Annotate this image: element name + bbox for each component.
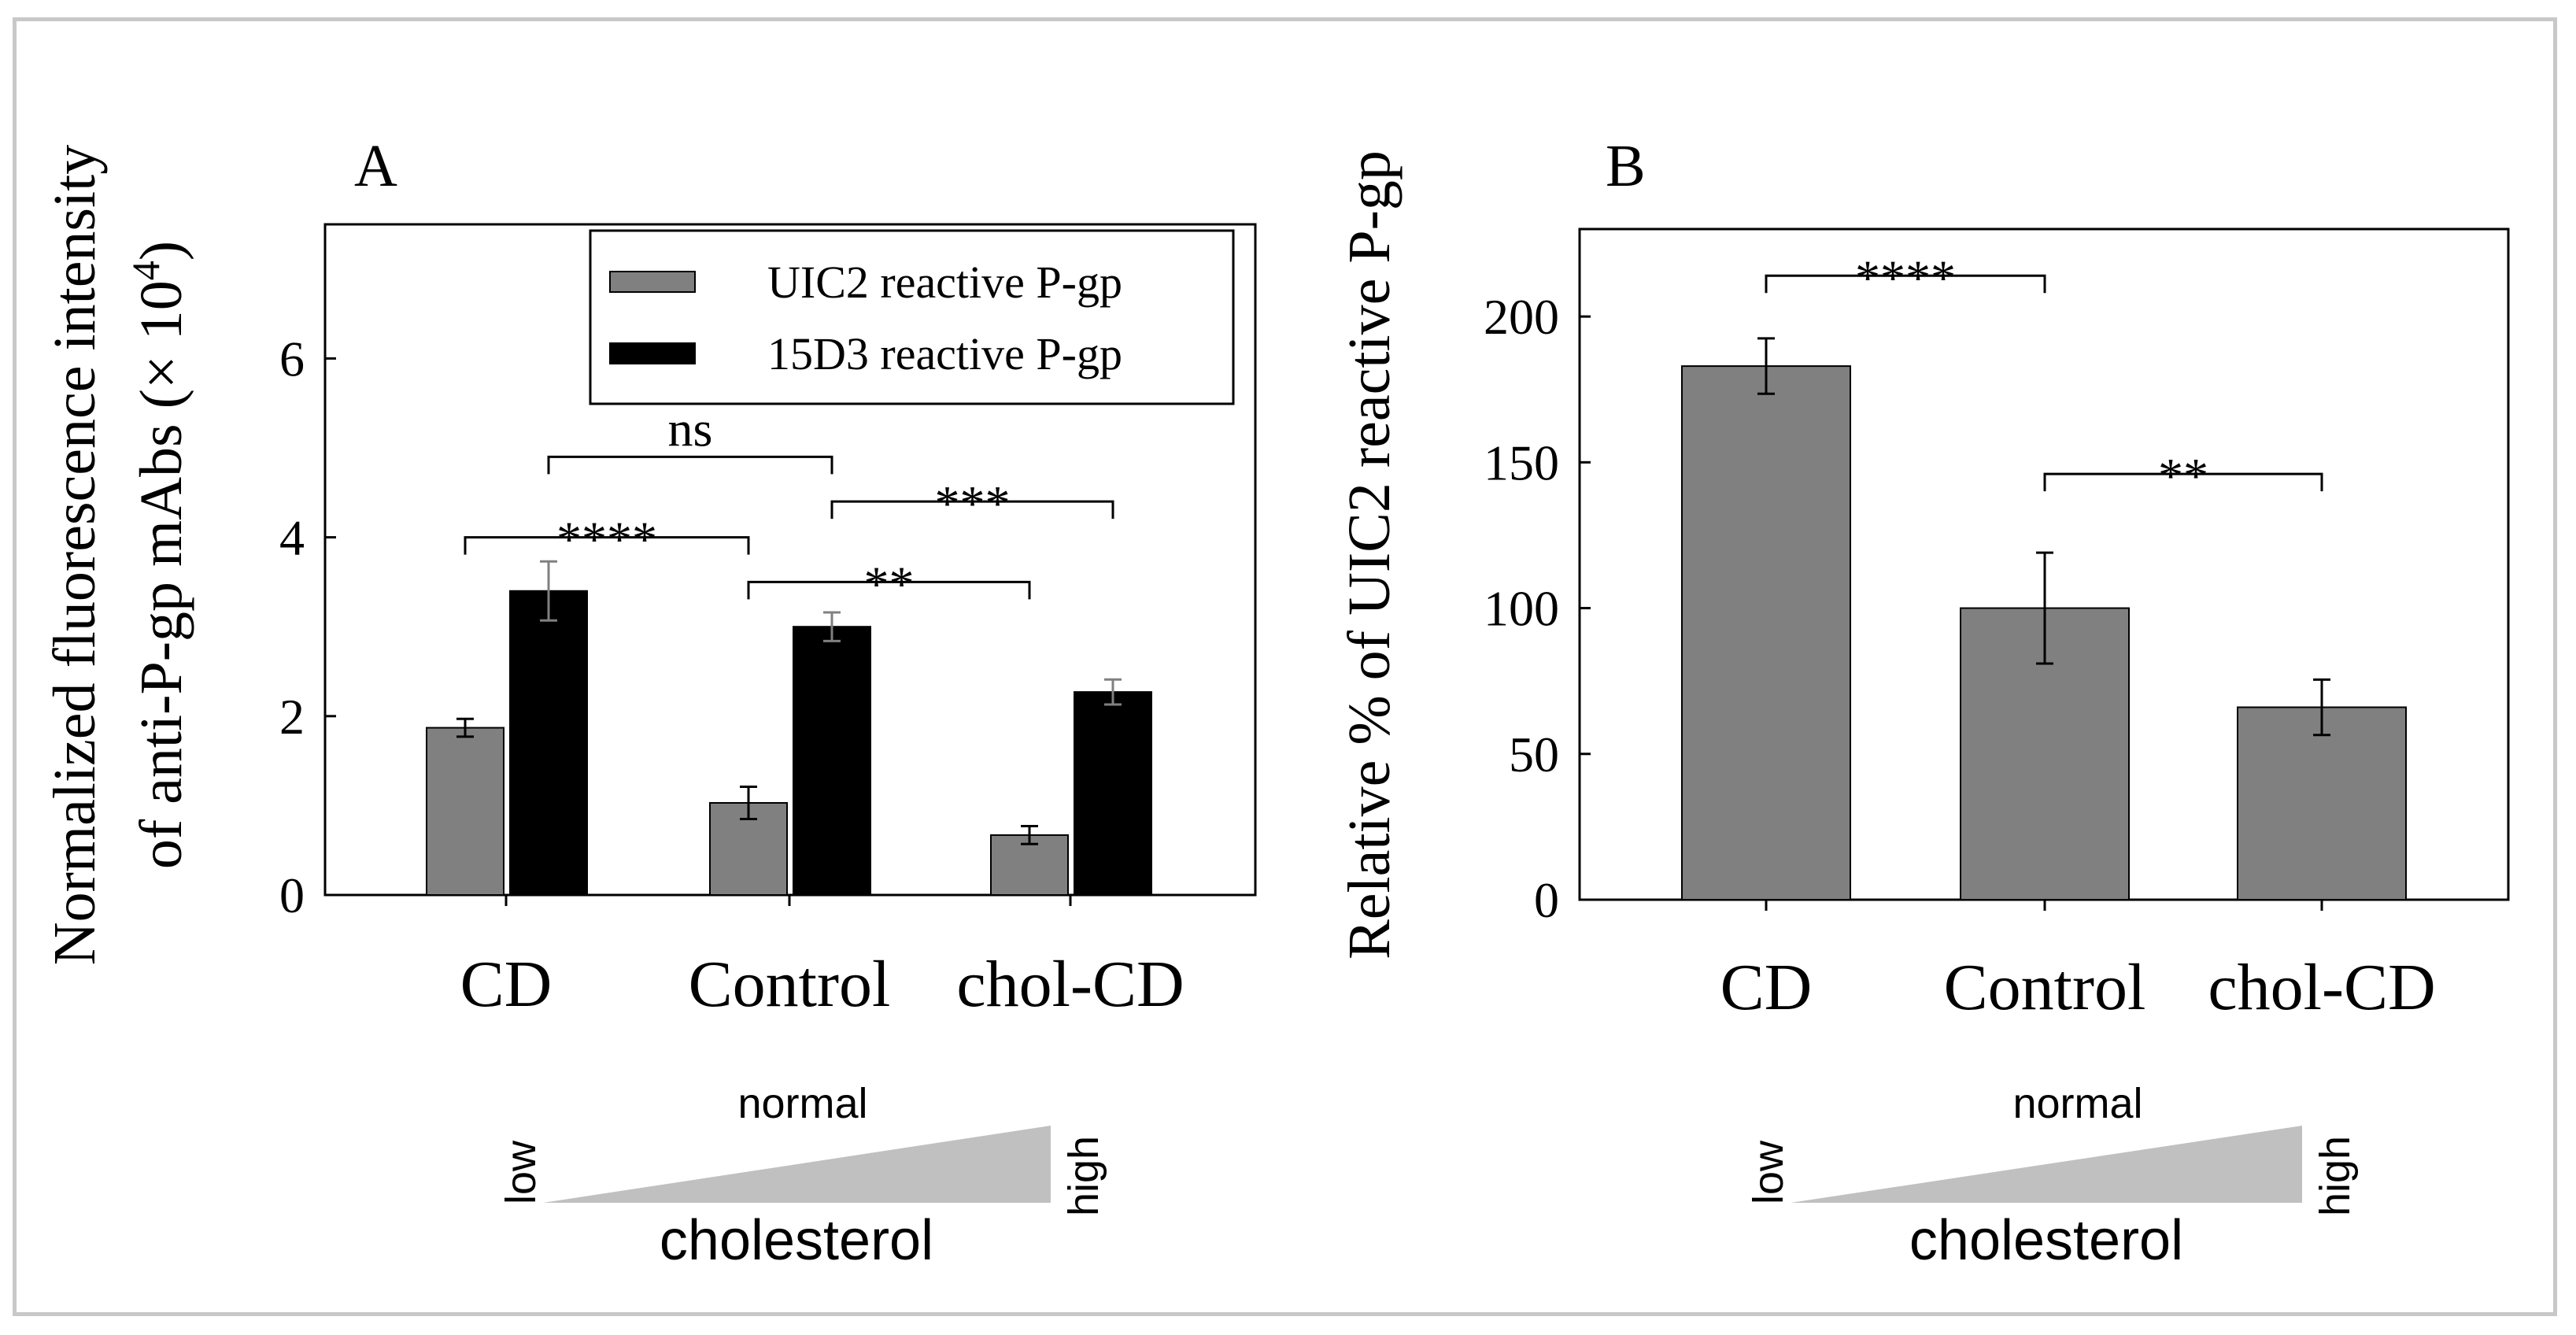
gradient-low-label: low xyxy=(497,1140,545,1204)
panel-b-marks xyxy=(1681,274,2407,911)
panel-a-ylabel-main: of anti-P-gp mAbs (× 10 xyxy=(128,280,194,869)
bar xyxy=(1681,365,1851,900)
panel-a-sig-cd-control: **** xyxy=(556,512,657,568)
panel-a-sig-control-cholcd-15d3: *** xyxy=(935,475,1011,531)
panel-a-cholesterol-gradient: normal low high cholesterol xyxy=(497,1080,1107,1272)
gradient-normal-label: normal xyxy=(737,1080,867,1127)
y-tick-label: 0 xyxy=(279,867,305,923)
gradient-wedge xyxy=(1791,1126,2302,1203)
y-tick-label: 4 xyxy=(279,510,305,566)
gradient-caption: cholesterol xyxy=(1909,1209,2183,1272)
significance-bracket xyxy=(747,580,1031,600)
panel-a-label: A xyxy=(354,133,397,199)
panel-a-ylabel-line1: Normalized fluorescence intensity xyxy=(42,145,108,965)
bar xyxy=(509,590,588,896)
panel-b-ylabel: Relative % of UIC2 reactive P-gp xyxy=(1336,150,1403,960)
gradient-normal-label: normal xyxy=(2012,1080,2142,1127)
bar xyxy=(2237,706,2407,901)
panel-b-category-control: Control xyxy=(1944,951,2146,1024)
panel-b-category-chol-cd: chol-CD xyxy=(2208,951,2435,1024)
panel-a-category-control: Control xyxy=(689,948,891,1021)
gradient-wedge xyxy=(543,1126,1051,1203)
gradient-high-label: high xyxy=(1060,1136,1107,1216)
gradient-caption: cholesterol xyxy=(660,1209,933,1272)
gradient-high-label: high xyxy=(2312,1136,2359,1216)
figure-frame xyxy=(13,17,2557,1316)
y-tick-label: 6 xyxy=(279,331,305,386)
legend-label-15d3: 15D3 reactive P-gp xyxy=(767,328,1122,379)
legend-label-uic2: UIC2 reactive P-gp xyxy=(767,257,1122,308)
legend-swatch-15d3 xyxy=(609,342,696,364)
y-tick-label: 2 xyxy=(279,689,305,745)
panel-b-cholesterol-gradient: normal low high cholesterol xyxy=(1745,1080,2359,1272)
panel-a-category-cd: CD xyxy=(460,948,553,1021)
bar xyxy=(793,626,871,896)
significance-bracket xyxy=(830,500,1114,520)
panel-b-category-cd: CD xyxy=(1720,951,1813,1024)
legend-box xyxy=(589,229,1235,405)
panel-a: A Normalized fluorescence intensity of a… xyxy=(42,133,1257,1272)
panel-a-legend: UIC2 reactive P-gp 15D3 reactive P-gp xyxy=(589,229,1235,405)
panel-a-marks xyxy=(426,455,1152,906)
y-tick-label: 150 xyxy=(1484,435,1559,490)
y-tick-label: 50 xyxy=(1509,727,1559,782)
bar xyxy=(426,727,504,896)
significance-bracket xyxy=(2043,472,2323,492)
significance-bracket xyxy=(464,536,750,555)
panel-a-sig-control-cholcd-uic2: ** xyxy=(864,556,915,612)
panel-a-y-axis: 0 2 4 6 xyxy=(279,331,336,923)
y-tick-label: 100 xyxy=(1484,581,1559,637)
panel-b-sig-cd-control: **** xyxy=(1855,250,1956,305)
panel-a-sig-ns: ns xyxy=(668,401,713,457)
y-tick-label: 0 xyxy=(1534,872,1559,928)
significance-bracket xyxy=(1765,274,2046,294)
panel-b-label: B xyxy=(1606,133,1646,199)
panel-a-category-chol-cd: chol-CD xyxy=(956,948,1184,1021)
panel-a-ylabel-end: ) xyxy=(128,241,194,261)
significance-bracket xyxy=(547,455,833,475)
panel-b-y-axis: 0 50 100 150 200 xyxy=(1484,289,1591,928)
legend-swatch-uic2 xyxy=(609,271,696,293)
y-tick-label: 200 xyxy=(1484,289,1559,345)
panel-b: B Relative % of UIC2 reactive P-gp 0 50 10… xyxy=(1336,133,2510,1272)
bar xyxy=(1074,691,1152,896)
panel-a-ylabel-sup: 4 xyxy=(124,261,168,280)
panel-b-sig-control-cholcd: ** xyxy=(2158,448,2208,504)
gradient-low-label: low xyxy=(1745,1140,1792,1204)
panel-a-ylabel-line2: of anti-P-gp mAbs (× 104) xyxy=(124,241,194,869)
